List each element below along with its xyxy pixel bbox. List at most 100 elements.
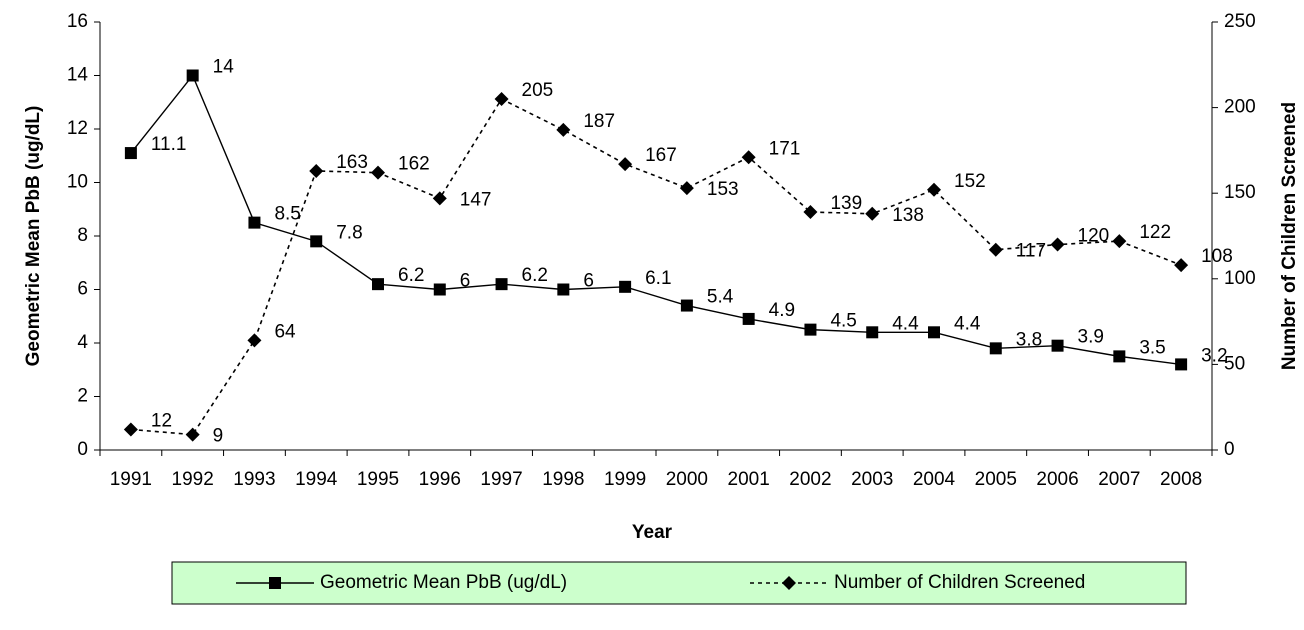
data-label: 3.9: [1078, 327, 1104, 348]
y2-tick-label: 200: [1224, 97, 1256, 118]
data-label: 139: [830, 193, 862, 214]
marker: [988, 242, 1003, 257]
x-tick-label: 2000: [666, 469, 708, 490]
data-label: 11.1: [151, 134, 187, 155]
y2-tick-label: 100: [1224, 268, 1256, 289]
marker: [1050, 237, 1065, 252]
x-tick-label: 2001: [728, 469, 770, 490]
data-label: 4.5: [830, 311, 856, 332]
marker: [310, 235, 323, 248]
marker: [618, 157, 633, 172]
y-tick-label: 10: [67, 172, 88, 193]
x-tick-label: 1992: [172, 469, 214, 490]
x-tick-label: 1991: [110, 469, 152, 490]
y2-tick-label: 0: [1224, 439, 1235, 460]
marker: [1174, 258, 1189, 273]
marker: [1113, 350, 1126, 363]
x-tick-label: 1999: [604, 469, 646, 490]
marker: [433, 283, 446, 296]
legend-label: Geometric Mean PbB (ug/dL): [320, 572, 567, 593]
data-label: 108: [1201, 246, 1233, 267]
data-label: 6.2: [522, 265, 548, 286]
marker: [927, 182, 941, 197]
marker: [556, 122, 571, 137]
marker: [495, 278, 508, 291]
x-tick-label: 1998: [542, 469, 584, 490]
x-tick-label: 2004: [913, 469, 956, 490]
data-label: 4.4: [954, 313, 981, 334]
data-label: 12: [151, 410, 172, 431]
data-label: 3.2: [1201, 345, 1227, 366]
x-tick-label: 1996: [419, 469, 461, 490]
marker: [928, 326, 940, 339]
marker: [1112, 234, 1127, 249]
data-label: 147: [460, 189, 492, 210]
marker: [866, 326, 879, 339]
marker: [123, 422, 138, 437]
data-label: 5.4: [707, 287, 734, 308]
data-label: 14: [213, 57, 235, 78]
data-label: 167: [645, 145, 677, 166]
legend-label: Number of Children Screened: [834, 572, 1085, 593]
marker: [1051, 339, 1064, 352]
x-tick-label: 1997: [480, 469, 522, 490]
data-label: 4.4: [892, 313, 919, 334]
data-label: 6: [460, 271, 471, 292]
marker: [989, 342, 1002, 355]
legend-box: [171, 561, 1187, 605]
data-label: 122: [1139, 222, 1171, 243]
data-label: 8.5: [274, 204, 300, 225]
data-label: 163: [336, 152, 368, 173]
y-tick-label: 12: [67, 118, 88, 139]
marker: [494, 92, 509, 107]
data-label: 6.2: [398, 265, 424, 286]
y2-tick-label: 150: [1224, 182, 1256, 203]
x-tick-label: 2003: [851, 469, 893, 490]
y-tick-label: 6: [77, 279, 88, 300]
data-label: 171: [769, 138, 801, 159]
y2-axis-title: Number of Children Screened: [1279, 102, 1300, 370]
marker: [865, 206, 880, 221]
y-tick-label: 8: [77, 225, 88, 246]
marker: [804, 323, 817, 336]
data-label: 162: [398, 154, 430, 175]
data-label: 6.1: [645, 268, 671, 289]
x-axis-title: Year: [632, 522, 673, 543]
x-tick-label: 2005: [975, 469, 1017, 490]
data-label: 9: [213, 426, 224, 447]
y-tick-label: 0: [77, 439, 88, 460]
marker: [372, 278, 384, 291]
data-label: 152: [954, 171, 986, 192]
marker: [803, 205, 818, 220]
data-label: 4.9: [769, 300, 795, 321]
data-label: 205: [522, 80, 554, 101]
series-line: [130, 74, 1182, 366]
marker: [124, 147, 137, 160]
x-tick-label: 2007: [1098, 469, 1140, 490]
data-label: 3.5: [1139, 337, 1165, 358]
x-tick-label: 2002: [789, 469, 831, 490]
x-tick-label: 2008: [1160, 469, 1202, 490]
data-label: 138: [892, 205, 924, 226]
data-label: 64: [274, 321, 296, 342]
data-label: 187: [583, 111, 615, 132]
y-tick-label: 2: [77, 386, 88, 407]
data-label: 153: [707, 179, 739, 200]
marker: [269, 577, 281, 589]
marker: [679, 181, 694, 196]
marker: [247, 333, 262, 348]
y2-tick-label: 50: [1224, 353, 1245, 374]
x-tick-label: 1994: [295, 469, 338, 490]
marker: [557, 283, 570, 296]
marker: [741, 150, 756, 165]
data-label: 3.8: [1016, 329, 1042, 350]
data-label: 6: [583, 271, 594, 292]
marker: [432, 191, 447, 206]
marker: [186, 69, 199, 82]
x-tick-label: 2006: [1036, 469, 1078, 490]
x-tick-label: 1995: [357, 469, 399, 490]
marker: [1175, 358, 1188, 371]
y-tick-label: 4: [77, 332, 88, 353]
y-axis-title: Geometric Mean PbB (ug/dL): [23, 106, 44, 367]
